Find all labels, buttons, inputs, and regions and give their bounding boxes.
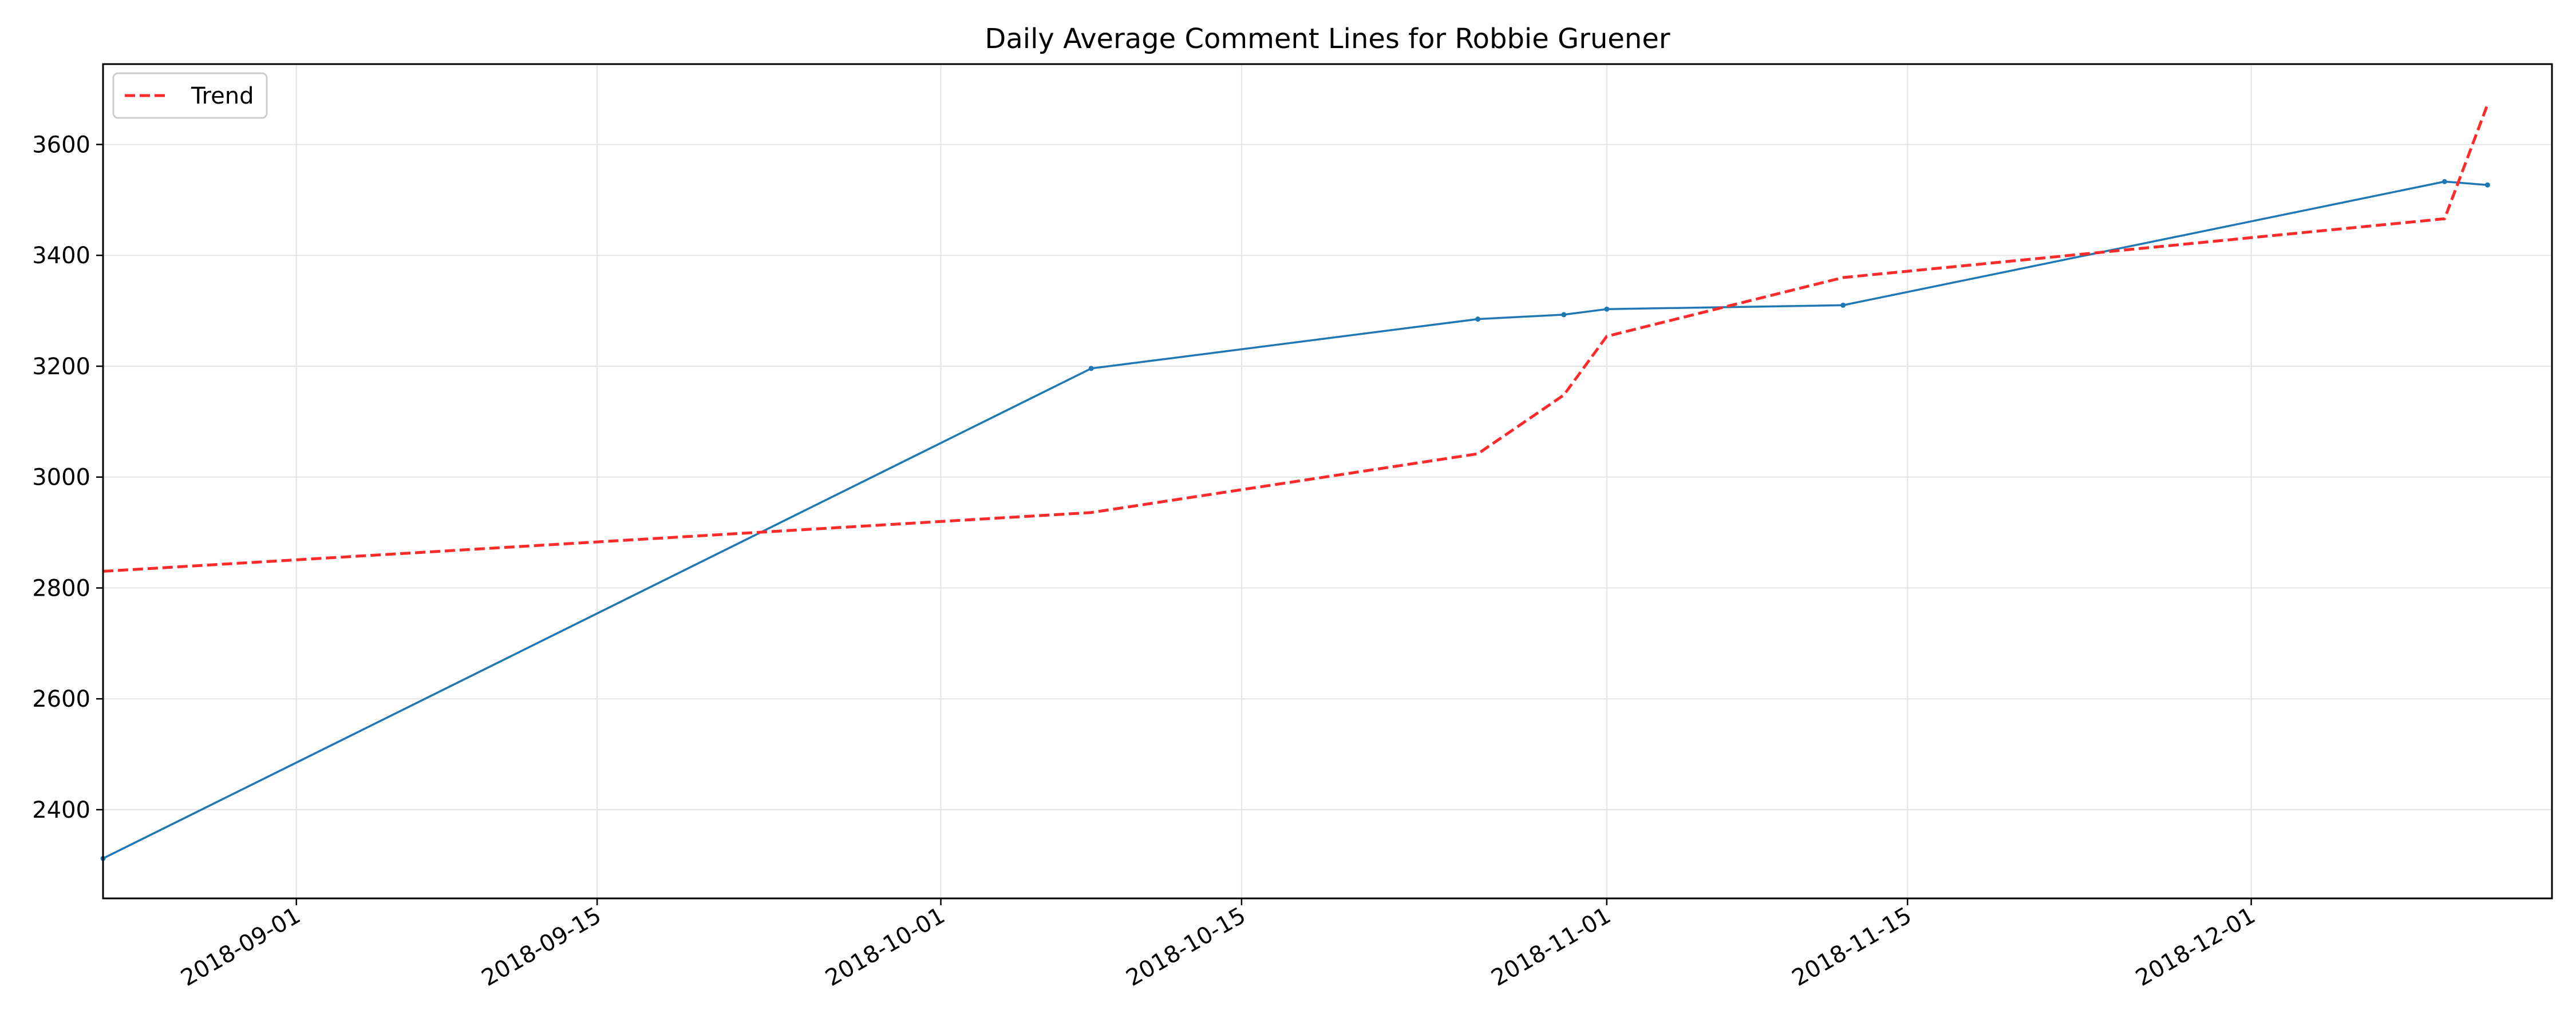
plot-area-frame: [102, 63, 2553, 900]
data-data-point: [1088, 366, 1094, 371]
data-data-point: [1475, 316, 1481, 322]
data-data-point: [2441, 179, 2447, 184]
y-tick-label: 2400: [32, 797, 90, 823]
data-series-line: [102, 180, 2488, 859]
x-tick-label: 2018-11-01: [1487, 902, 1615, 992]
data-data-point: [1840, 302, 1846, 308]
x-tick-label: 2018-12-01: [2131, 902, 2259, 992]
legend-trend-label: Trend: [191, 83, 254, 109]
y-tick-label: 3200: [32, 354, 90, 380]
y-axis: 2400 2600 2800 3000 3200 3400 3600: [32, 132, 103, 823]
y-tick-label: 3400: [32, 243, 90, 269]
trend-series-line: [102, 104, 2489, 573]
y-tick-label: 3600: [32, 132, 90, 158]
plot-series: [100, 104, 2490, 861]
data-data-point: [2484, 182, 2490, 188]
x-axis: 2018-09-01 2018-09-15 2018-10-01 2018-10-15…: [176, 898, 2260, 992]
y-tick-label: 2600: [32, 686, 90, 712]
data-data-point: [1604, 306, 1610, 312]
chart-title: Daily Average Comment Lines for Robbie G…: [985, 23, 1670, 55]
x-tick-label: 2018-10-15: [1122, 902, 1250, 992]
x-tick-label: 2018-09-01: [176, 902, 305, 992]
legend-box: [112, 72, 268, 119]
y-tick-label: 2800: [32, 575, 90, 601]
y-tick-label: 3000: [32, 465, 90, 491]
x-tick-label: 2018-11-15: [1788, 902, 1916, 992]
x-tick-label: 2018-10-01: [821, 902, 949, 992]
x-tick-label: 2018-09-15: [477, 902, 606, 992]
legend: Trend: [112, 72, 268, 119]
grid: [103, 64, 2552, 898]
data-data-point: [1561, 312, 1567, 318]
